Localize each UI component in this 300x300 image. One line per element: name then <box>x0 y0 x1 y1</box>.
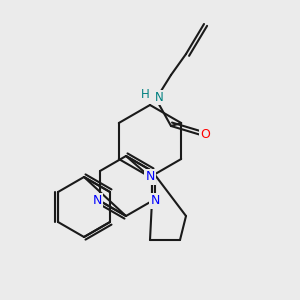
Text: N: N <box>154 91 164 104</box>
Text: H: H <box>141 88 150 101</box>
Text: N: N <box>145 170 155 184</box>
Text: O: O <box>201 128 210 142</box>
Text: N: N <box>92 194 102 208</box>
Text: N: N <box>150 194 160 208</box>
